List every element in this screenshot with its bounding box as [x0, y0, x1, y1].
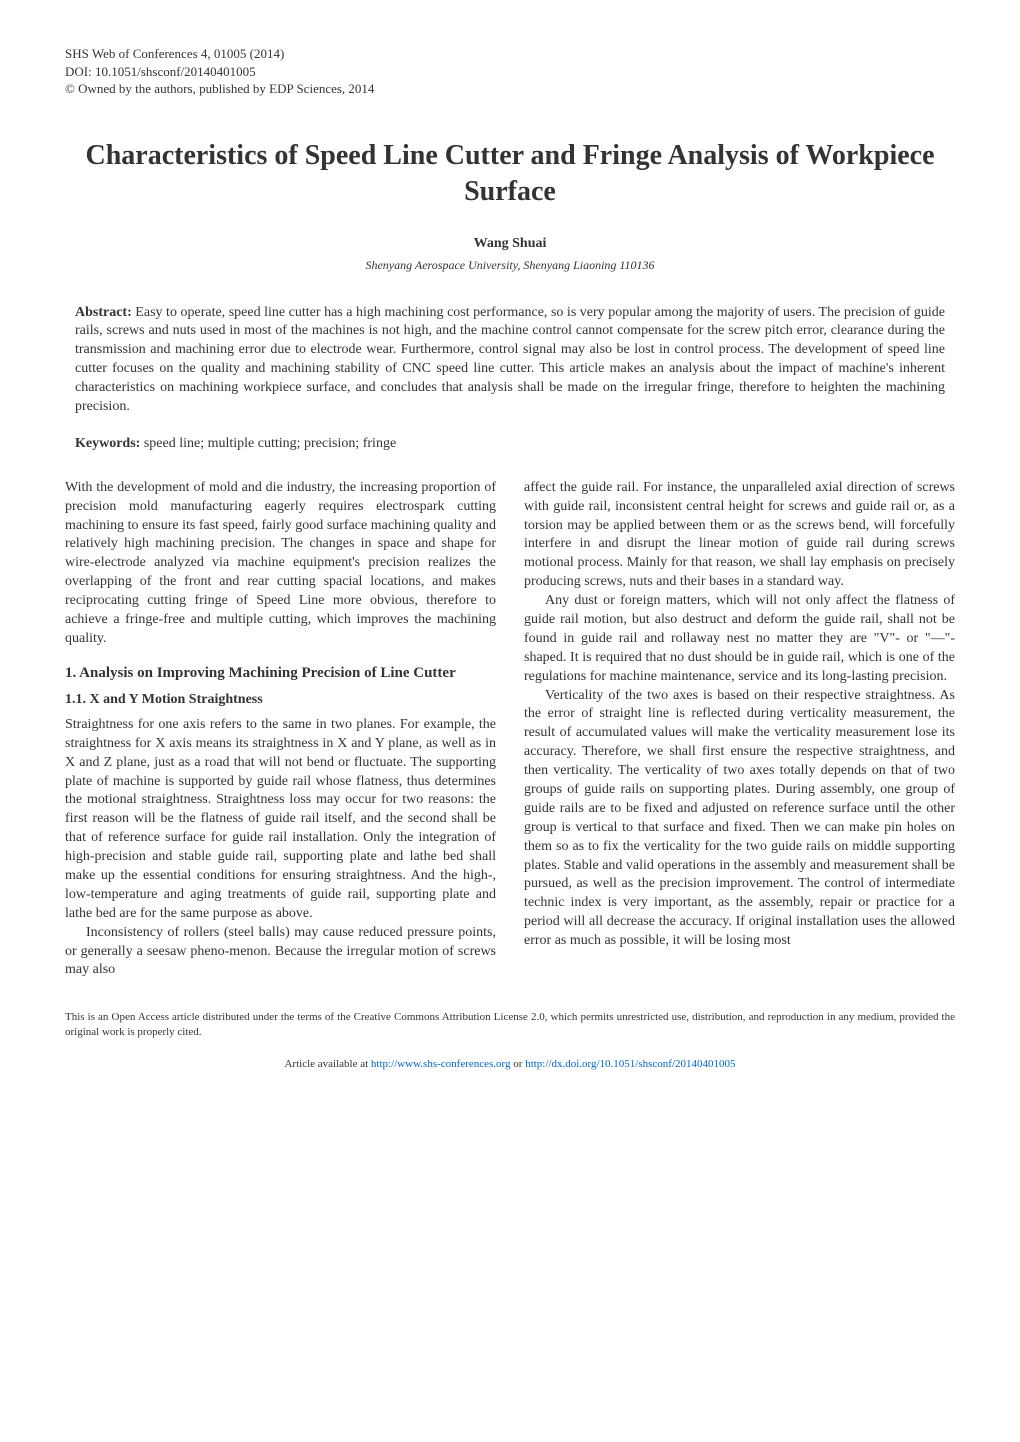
journal-line: SHS Web of Conferences 4, 01005 (2014) [65, 45, 955, 63]
abstract: Abstract: Easy to operate, speed line cu… [75, 304, 945, 417]
footer-url-1[interactable]: http://www.shs-conferences.org [371, 1058, 511, 1070]
author-block: Wang Shuai Shenyang Aerospace University… [65, 235, 955, 273]
right-column: affect the guide rail. For instance, the… [524, 479, 955, 981]
section-1-heading: 1. Analysis on Improving Machining Preci… [65, 663, 496, 683]
copyright-line: © Owned by the authors, published by EDP… [65, 80, 955, 98]
keywords-text: speed line; multiple cutting; precision;… [140, 436, 396, 451]
footer-url-2[interactable]: http://dx.doi.org/10.1051/shsconf/201404… [525, 1058, 735, 1070]
license-note: This is an Open Access article distribut… [65, 1010, 955, 1039]
footer-prefix: Article available at [284, 1058, 370, 1070]
meta-header: SHS Web of Conferences 4, 01005 (2014) D… [65, 45, 955, 98]
paragraph-3: affect the guide rail. For instance, the… [524, 479, 955, 592]
paragraph-1: Straightness for one axis refers to the … [65, 716, 496, 924]
left-column: With the development of mold and die ind… [65, 479, 496, 981]
section-1-1-heading: 1.1. X and Y Motion Straightness [65, 691, 496, 710]
paragraph-5: Verticality of the two axes is based on … [524, 687, 955, 951]
doi-line: DOI: 10.1051/shsconf/20140401005 [65, 63, 955, 81]
paper-title: Characteristics of Speed Line Cutter and… [65, 138, 955, 211]
abstract-label: Abstract: [75, 305, 132, 320]
keywords: Keywords: speed line; multiple cutting; … [75, 435, 945, 454]
footer-link: Article available at http://www.shs-conf… [65, 1057, 955, 1072]
author-name: Wang Shuai [65, 235, 955, 254]
author-affiliation: Shenyang Aerospace University, Shenyang … [65, 257, 955, 273]
abstract-text: Easy to operate, speed line cutter has a… [75, 305, 945, 414]
footer-middle: or [511, 1058, 526, 1070]
body-columns: With the development of mold and die ind… [65, 479, 955, 981]
keywords-label: Keywords: [75, 436, 140, 451]
paragraph-4: Any dust or foreign matters, which will … [524, 592, 955, 686]
intro-paragraph: With the development of mold and die ind… [65, 479, 496, 649]
paragraph-2: Inconsistency of rollers (steel balls) m… [65, 924, 496, 981]
